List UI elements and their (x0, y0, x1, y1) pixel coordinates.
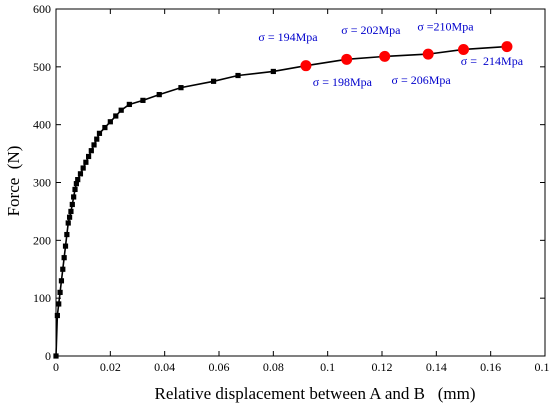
data-point (54, 312, 60, 319)
data-point (107, 119, 113, 125)
x-tick-label: 0.18 (535, 360, 550, 374)
data-point (80, 165, 86, 171)
y-tick-label: 0 (45, 349, 51, 363)
data-point (96, 130, 103, 136)
stress-point (458, 43, 469, 55)
x-axis-label: Relative displacement between A and B (m… (154, 384, 475, 403)
data-point (83, 159, 89, 165)
y-tick-label: 200 (33, 233, 51, 247)
data-point (62, 243, 69, 249)
stress-annotation: σ =210Mpa (417, 19, 474, 33)
data-point (58, 278, 65, 284)
data-point (64, 231, 70, 238)
x-tick-label: 0.06 (209, 360, 230, 374)
data-point (60, 266, 66, 272)
data-point (65, 220, 71, 226)
stress-annotation: σ = 214Mpa (461, 54, 524, 68)
data-point (72, 186, 78, 193)
data-point (235, 72, 241, 79)
x-tick-label: 0 (53, 360, 59, 374)
x-tick-label: 0.02 (100, 360, 121, 374)
x-tick-label: 0.08 (263, 360, 284, 374)
data-point (140, 97, 146, 103)
data-point (210, 78, 217, 84)
x-tick-label: 0.16 (480, 360, 501, 374)
x-tick-label: 0.04 (154, 360, 175, 374)
stress-point (501, 41, 513, 53)
data-point (270, 68, 276, 75)
y-tick-label: 600 (33, 2, 51, 16)
data-point (91, 142, 97, 148)
data-point (178, 85, 184, 91)
data-point (56, 301, 62, 307)
data-point (94, 136, 100, 142)
data-point (156, 91, 162, 98)
stress-point (422, 48, 434, 60)
stress-annotation: σ = 194Mpa (258, 30, 318, 44)
data-point (86, 153, 92, 160)
data-point (61, 255, 67, 261)
stress-point (379, 50, 391, 62)
stress-annotation: σ = 198Mpa (313, 75, 373, 89)
data-point (88, 148, 94, 154)
stress-point (300, 60, 312, 72)
data-point (53, 353, 59, 359)
x-tick-label: 0.14 (426, 360, 447, 374)
data-point (75, 177, 81, 183)
series-line (55, 45, 508, 357)
data-point (118, 107, 124, 113)
data-point (68, 208, 74, 215)
y-tick-label: 300 (33, 176, 51, 190)
x-tick-label: 0.12 (372, 360, 393, 374)
y-tick-label: 100 (33, 291, 51, 305)
y-tick-label: 400 (33, 118, 51, 132)
data-point (73, 181, 79, 187)
y-tick-label: 500 (33, 60, 51, 74)
stress-annotation: σ = 206Mpa (392, 73, 452, 87)
data-point (77, 171, 84, 177)
data-point (66, 214, 73, 220)
data-point (113, 113, 119, 119)
y-axis-label: Force (N) (4, 146, 23, 217)
stress-annotation: σ = 202Mpa (341, 23, 401, 37)
data-point (102, 124, 108, 131)
stress-point (341, 53, 353, 65)
data-point (126, 101, 132, 108)
x-tick-label: 0.1 (320, 360, 335, 374)
data-point (69, 201, 75, 208)
data-point (57, 289, 63, 295)
data-point (71, 194, 77, 200)
